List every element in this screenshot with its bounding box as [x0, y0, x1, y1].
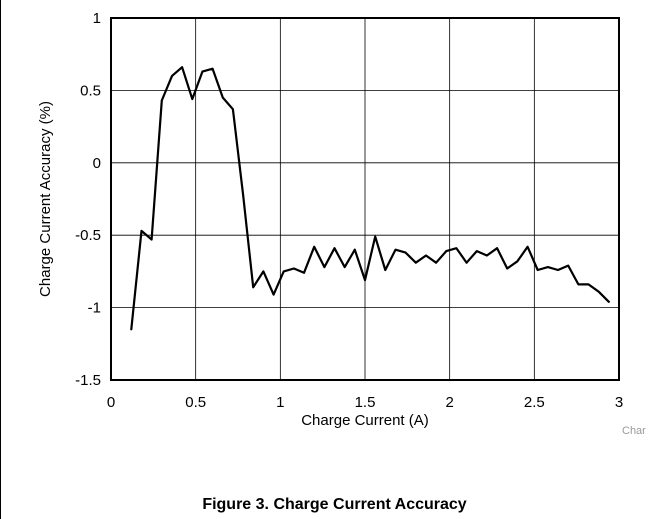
page-edge-rule — [0, 0, 1, 519]
grid-lines — [111, 18, 619, 380]
x-tick-label: 0.5 — [185, 394, 206, 411]
x-axis-title: Charge Current (A) — [301, 412, 429, 429]
x-tick-labels: 0 0.5 1 1.5 2 2.5 3 — [107, 394, 623, 411]
y-tick-label: -1.5 — [75, 372, 101, 389]
x-tick-label: 2 — [445, 394, 453, 411]
y-tick-label: -1 — [88, 300, 101, 317]
plot-frame — [110, 17, 620, 381]
x-tick-label: 0 — [107, 394, 115, 411]
y-tick-label: 0.5 — [80, 82, 101, 99]
y-tick-label: -0.5 — [75, 227, 101, 244]
x-tick-label: 1 — [276, 394, 284, 411]
x-tick-label: 1.5 — [355, 394, 376, 411]
watermark-text: Char — [622, 425, 646, 437]
line-chart: 0 0.5 1 1.5 2 2.5 3 -1.5 -1 -0.5 0 0.5 1 Charge Cur… — [37, 10, 623, 429]
y-tick-label: 1 — [93, 10, 101, 27]
y-axis-title: Charge Current Accuracy (%) — [37, 101, 54, 297]
y-tick-label: 0 — [93, 155, 101, 172]
y-tick-labels: -1.5 -1 -0.5 0 0.5 1 — [75, 10, 101, 389]
x-tick-label: 3 — [615, 394, 623, 411]
series-line — [130, 66, 610, 331]
x-tick-label: 2.5 — [524, 394, 545, 411]
figure-caption: Figure 3. Charge Current Accuracy — [202, 496, 467, 513]
